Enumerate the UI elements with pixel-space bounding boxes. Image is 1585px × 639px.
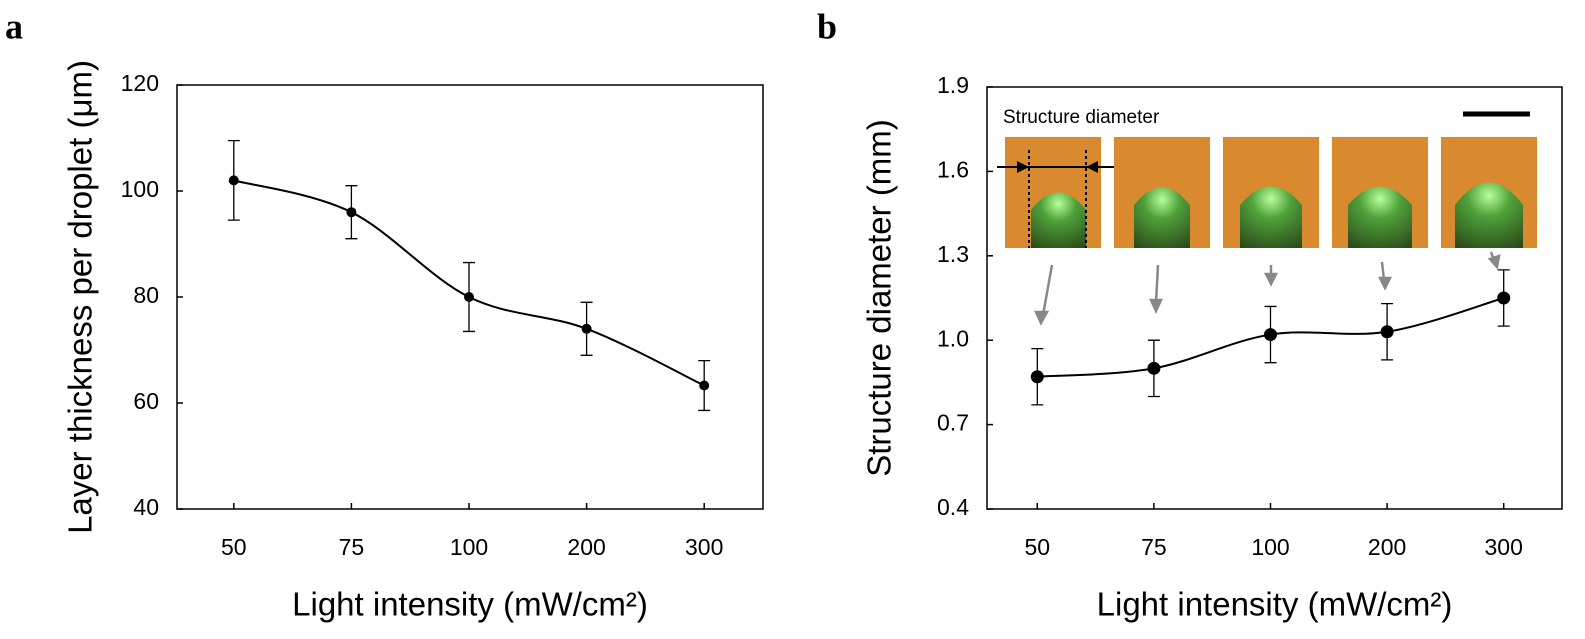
x-tick-label: 200 (567, 534, 605, 560)
data-point (699, 380, 710, 391)
y-tick-label: 100 (121, 176, 159, 202)
y-tick-label: 1.9 (937, 72, 969, 98)
data-point (1147, 361, 1161, 375)
y-tick-label: 0.4 (937, 494, 969, 520)
data-point (1264, 328, 1277, 342)
inset-images (997, 111, 1537, 326)
y-tick-label: 120 (121, 70, 159, 96)
y-axis-label: Structure diameter (mm) (861, 119, 898, 477)
x-tick-label: 100 (1251, 534, 1289, 560)
pointer-arrows (1034, 251, 1501, 326)
y-tick-label: 1.0 (937, 325, 969, 351)
inset-4 (1332, 137, 1428, 248)
panel: b 0.4 0.7 1.0 1.3 1.6 1.9 50 75 100 200 300 Light in… (817, 6, 1563, 623)
data-point (464, 292, 474, 302)
panel: a 40 60 80 100 120 50 75 100 200 300 Light intensit… (5, 6, 764, 623)
data-point (346, 207, 357, 218)
annotation: Structure diameter (1003, 107, 1160, 128)
y-tick-label: 0.7 (937, 410, 969, 436)
data-point (1497, 291, 1511, 305)
x-axis-label: Light intensity (mW/cm²) (1097, 586, 1453, 623)
panel-label: a (5, 6, 23, 46)
x-tick-label: 50 (221, 534, 247, 560)
inset-5 (1441, 137, 1537, 248)
x-axis-label: Light intensity (mW/cm²) (292, 586, 648, 623)
x-tick-label: 75 (339, 534, 365, 560)
inset-3 (1223, 137, 1319, 248)
y-tick-label: 60 (133, 388, 159, 414)
y-tick-label: 1.3 (937, 241, 969, 267)
x-tick-label: 75 (1141, 534, 1167, 560)
x-tick-label: 50 (1025, 534, 1051, 560)
data-point (581, 323, 592, 334)
plot-frame (986, 86, 1563, 510)
inset-2 (1114, 137, 1210, 248)
data-point (1030, 370, 1044, 384)
inset-1 (997, 137, 1118, 248)
y-tick-label: 40 (133, 494, 159, 520)
x-tick-label: 300 (1485, 534, 1523, 560)
x-tick-label: 300 (685, 534, 723, 560)
y-axis-label: Layer thickness per droplet (μm) (62, 60, 99, 534)
y-tick-label: 1.6 (937, 156, 969, 182)
y-tick-label: 80 (133, 282, 159, 308)
x-tick-label: 200 (1368, 534, 1406, 560)
data-point (1380, 325, 1394, 339)
panel-label: b (817, 6, 837, 46)
x-tick-label: 100 (450, 534, 488, 560)
data-point (228, 175, 239, 186)
